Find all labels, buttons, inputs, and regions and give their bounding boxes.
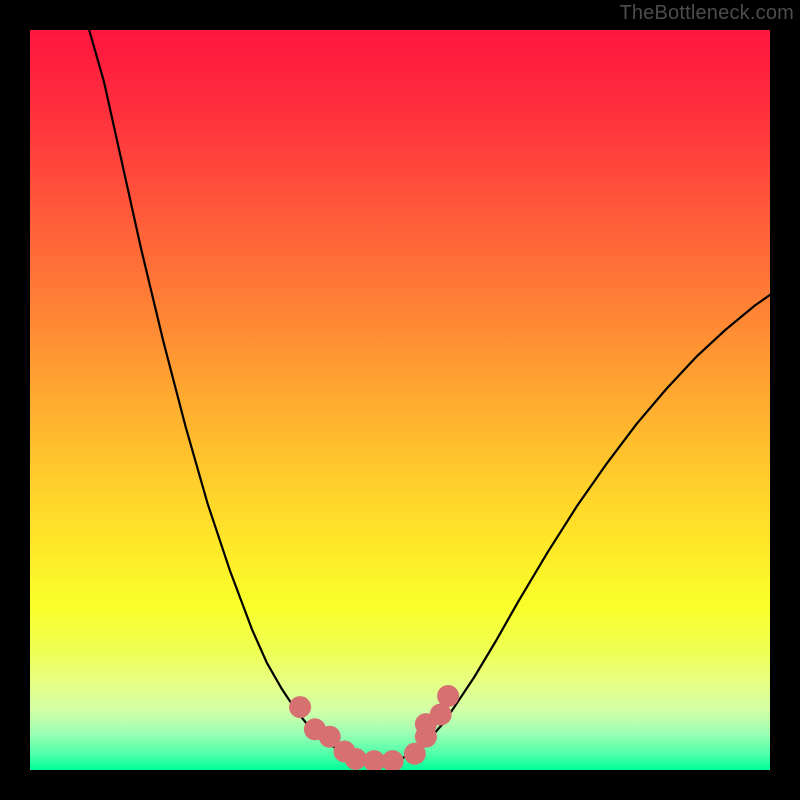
data-marker: [345, 748, 367, 770]
chart-plot-area: [30, 30, 770, 770]
chart-background: [30, 30, 770, 770]
data-marker: [437, 685, 459, 707]
watermark-text: TheBottleneck.com: [619, 2, 794, 25]
data-marker: [289, 696, 311, 718]
chart-svg: [30, 30, 770, 770]
